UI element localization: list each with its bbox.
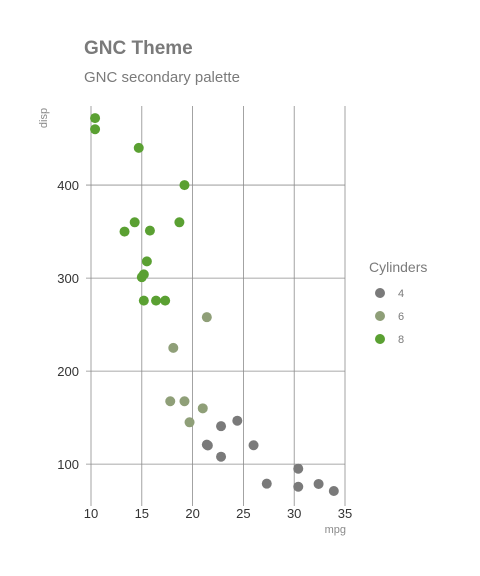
tick-labels: 10 15 20 25 30 35 100 200 300 400 — [57, 178, 352, 521]
y-axis-label: disp — [38, 108, 50, 128]
data-point — [133, 142, 144, 153]
data-point — [293, 463, 304, 474]
y-tick-label: 300 — [57, 271, 79, 286]
data-point — [216, 451, 227, 462]
data-point — [141, 256, 152, 267]
legend-marker — [375, 311, 385, 321]
x-tick-label: 20 — [185, 506, 199, 521]
series-8 — [90, 113, 190, 306]
y-tick-label: 100 — [57, 457, 79, 472]
data-point — [201, 439, 212, 450]
data-point — [174, 217, 185, 228]
chart-subtitle: GNC secondary palette — [84, 69, 240, 86]
data-point — [313, 478, 324, 489]
data-point — [165, 396, 176, 407]
data-point — [136, 272, 147, 283]
data-point — [90, 113, 101, 124]
legend: Cylinders 4 6 8 — [369, 259, 427, 346]
data-point — [201, 312, 212, 323]
data-point — [216, 421, 227, 432]
x-tick-label: 35 — [338, 506, 352, 521]
data-point — [160, 295, 171, 306]
y-tick-label: 400 — [57, 178, 79, 193]
data-point — [328, 486, 339, 497]
x-tick-label: 10 — [84, 506, 98, 521]
data-point — [179, 396, 190, 407]
x-tick-label: 25 — [236, 506, 250, 521]
grid-lines — [86, 106, 346, 506]
data-point — [184, 417, 195, 428]
legend-marker — [375, 334, 385, 344]
data-point — [261, 478, 272, 489]
legend-label: 8 — [398, 334, 404, 346]
legend-label: 4 — [398, 288, 404, 300]
x-axis-label: mpg — [325, 524, 346, 536]
data-point — [90, 124, 101, 135]
legend-label: 6 — [398, 311, 404, 323]
data-points — [90, 113, 339, 497]
data-point — [129, 217, 140, 228]
legend-items: 4 6 8 — [375, 288, 404, 346]
legend-marker — [375, 288, 385, 298]
series-6 — [165, 312, 212, 428]
data-point — [248, 440, 259, 451]
data-point — [232, 415, 243, 426]
chart-title: GNC Theme — [84, 38, 193, 59]
legend-title: Cylinders — [369, 259, 427, 275]
data-point — [168, 342, 179, 353]
series-4 — [201, 415, 339, 497]
data-point — [179, 180, 190, 191]
data-point — [119, 226, 130, 237]
legend-item: 8 — [375, 334, 404, 346]
data-point — [144, 225, 155, 236]
data-point — [197, 403, 208, 414]
data-point — [138, 295, 149, 306]
data-point — [293, 481, 304, 492]
y-tick-label: 200 — [57, 364, 79, 379]
legend-item: 6 — [375, 311, 404, 323]
x-tick-label: 30 — [287, 506, 301, 521]
x-tick-label: 15 — [135, 506, 149, 521]
legend-item: 4 — [375, 288, 404, 300]
data-point — [151, 295, 162, 306]
